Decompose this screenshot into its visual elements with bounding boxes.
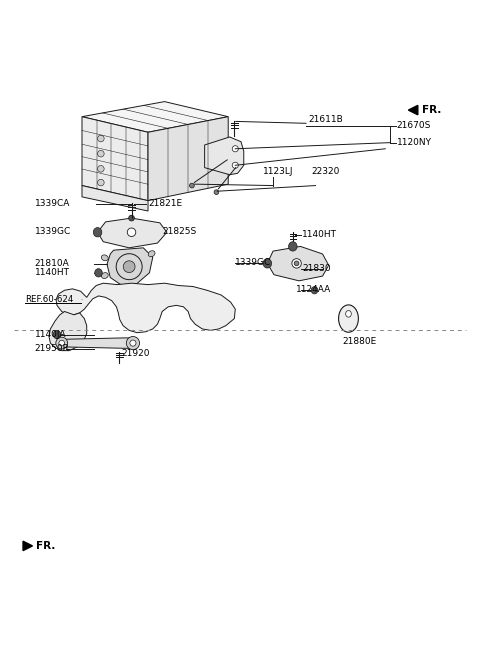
Text: 21950R: 21950R — [35, 344, 70, 353]
Text: 21611B: 21611B — [308, 115, 343, 124]
Ellipse shape — [288, 241, 297, 251]
Ellipse shape — [294, 261, 299, 266]
Ellipse shape — [232, 162, 239, 169]
Ellipse shape — [311, 287, 318, 294]
Ellipse shape — [97, 165, 104, 172]
Ellipse shape — [95, 269, 102, 277]
Text: 1140JA: 1140JA — [35, 329, 66, 338]
Ellipse shape — [93, 228, 102, 237]
Text: 1120NY: 1120NY — [396, 138, 432, 147]
Polygon shape — [107, 248, 153, 285]
Ellipse shape — [338, 305, 359, 332]
Text: 1339CA: 1339CA — [35, 199, 70, 208]
Polygon shape — [56, 283, 235, 333]
Ellipse shape — [101, 255, 108, 260]
Ellipse shape — [56, 337, 68, 349]
Ellipse shape — [101, 273, 108, 279]
Ellipse shape — [126, 337, 140, 350]
Ellipse shape — [53, 331, 61, 338]
Polygon shape — [148, 117, 228, 201]
Text: 1140HT: 1140HT — [302, 230, 337, 239]
Polygon shape — [204, 137, 244, 174]
Polygon shape — [82, 102, 228, 133]
Text: 21670S: 21670S — [396, 121, 431, 130]
Polygon shape — [408, 106, 418, 115]
Polygon shape — [49, 312, 87, 351]
Text: 21825S: 21825S — [162, 227, 196, 236]
Text: 21880E: 21880E — [343, 337, 377, 346]
Polygon shape — [82, 117, 148, 201]
Ellipse shape — [129, 215, 134, 221]
Polygon shape — [97, 218, 167, 248]
Text: FR.: FR. — [36, 541, 56, 551]
Text: REF.60-624: REF.60-624 — [25, 295, 74, 304]
Ellipse shape — [97, 179, 104, 186]
Text: 21821E: 21821E — [148, 199, 182, 208]
Ellipse shape — [97, 150, 104, 157]
Text: 1123LJ: 1123LJ — [263, 167, 293, 176]
Ellipse shape — [97, 135, 104, 142]
Ellipse shape — [148, 251, 155, 256]
Ellipse shape — [346, 310, 351, 317]
Polygon shape — [23, 541, 33, 550]
Text: 1140HT: 1140HT — [35, 268, 70, 277]
Text: 22320: 22320 — [312, 167, 340, 176]
Text: 1339GC: 1339GC — [35, 227, 71, 236]
Ellipse shape — [123, 261, 135, 273]
Polygon shape — [82, 186, 148, 211]
Polygon shape — [267, 247, 329, 281]
Ellipse shape — [59, 340, 64, 346]
Ellipse shape — [190, 183, 194, 188]
Ellipse shape — [214, 190, 219, 195]
Ellipse shape — [127, 228, 136, 237]
Text: 21920: 21920 — [121, 349, 150, 358]
Text: 1339GC: 1339GC — [235, 258, 272, 268]
Ellipse shape — [263, 258, 272, 268]
Polygon shape — [62, 338, 136, 348]
Text: FR.: FR. — [421, 105, 441, 115]
Text: 1124AA: 1124AA — [296, 285, 331, 295]
Ellipse shape — [130, 340, 136, 346]
Ellipse shape — [292, 258, 301, 268]
Text: 21830: 21830 — [302, 264, 331, 273]
Ellipse shape — [232, 146, 239, 152]
Text: 21810A: 21810A — [35, 259, 70, 268]
